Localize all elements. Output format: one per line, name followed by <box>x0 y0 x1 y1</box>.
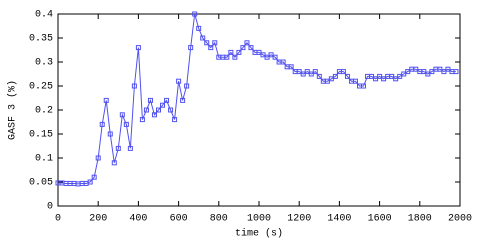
x-tick-label: 1800 <box>408 214 432 225</box>
point-marker <box>87 179 93 185</box>
point-marker <box>131 83 137 89</box>
point-marker <box>204 40 210 46</box>
point-marker <box>107 131 113 137</box>
x-axis-label: time (s) <box>235 228 283 240</box>
y-tick-label: 0.15 <box>29 130 53 141</box>
x-tick-label: 1600 <box>368 214 392 225</box>
series-line <box>58 13 456 185</box>
point-marker <box>288 64 294 70</box>
point-marker <box>139 117 145 123</box>
x-tick-label: 1000 <box>247 214 271 225</box>
point-marker <box>160 102 166 108</box>
point-marker <box>115 145 121 151</box>
point-marker <box>176 78 182 84</box>
y-tick-label: 0.25 <box>29 82 53 93</box>
point-marker <box>91 174 97 180</box>
point-marker <box>168 107 174 113</box>
point-marker <box>200 35 206 41</box>
x-tick-label: 200 <box>89 214 107 225</box>
point-marker <box>99 121 105 127</box>
y-tick-label: 0.3 <box>35 58 53 69</box>
point-marker <box>208 45 214 51</box>
point-marker <box>151 112 157 118</box>
point-marker <box>127 145 133 151</box>
x-tick-label: 1400 <box>327 214 351 225</box>
point-marker <box>184 83 190 89</box>
point-marker <box>248 45 254 51</box>
point-marker <box>119 112 125 118</box>
point-marker <box>316 73 322 79</box>
point-marker <box>188 45 194 51</box>
point-marker <box>224 54 230 60</box>
point-marker <box>147 97 153 103</box>
y-tick-label: 0.2 <box>35 106 53 117</box>
point-marker <box>192 11 198 17</box>
point-marker <box>312 69 318 75</box>
y-axis-label: GASF 3 (%) <box>7 80 19 140</box>
plot-frame <box>57 13 461 207</box>
point-marker <box>143 107 149 113</box>
point-marker <box>180 97 186 103</box>
point-marker <box>361 83 367 89</box>
point-marker <box>111 160 117 166</box>
x-tick-label: 600 <box>170 214 188 225</box>
point-marker <box>172 117 178 123</box>
y-tick-label: 0 <box>47 202 53 213</box>
point-marker <box>232 54 238 60</box>
x-tick-label: 2000 <box>448 214 472 225</box>
y-tick-label: 0.1 <box>35 154 53 165</box>
point-marker <box>95 155 101 161</box>
point-marker <box>103 97 109 103</box>
point-marker <box>196 25 202 31</box>
point-marker <box>332 73 338 79</box>
point-marker <box>340 69 346 75</box>
x-tick-label: 800 <box>210 214 228 225</box>
point-marker <box>212 40 218 46</box>
point-marker <box>272 54 278 60</box>
point-marker <box>344 73 350 79</box>
y-tick-label: 0.35 <box>29 34 53 45</box>
y-tick-label: 0.4 <box>35 10 53 21</box>
point-marker <box>280 59 286 65</box>
point-marker <box>236 49 242 55</box>
x-tick-label: 0 <box>55 214 61 225</box>
point-marker <box>164 97 170 103</box>
point-marker <box>352 78 358 84</box>
y-tick-label: 0.05 <box>29 178 53 189</box>
point-marker <box>228 49 234 55</box>
point-marker <box>135 45 141 51</box>
point-marker <box>123 121 129 127</box>
x-tick-label: 400 <box>129 214 147 225</box>
point-marker <box>156 107 161 113</box>
point-marker <box>244 40 250 46</box>
point-marker <box>240 45 246 51</box>
point-marker <box>453 69 459 75</box>
x-tick-label: 1200 <box>287 214 311 225</box>
